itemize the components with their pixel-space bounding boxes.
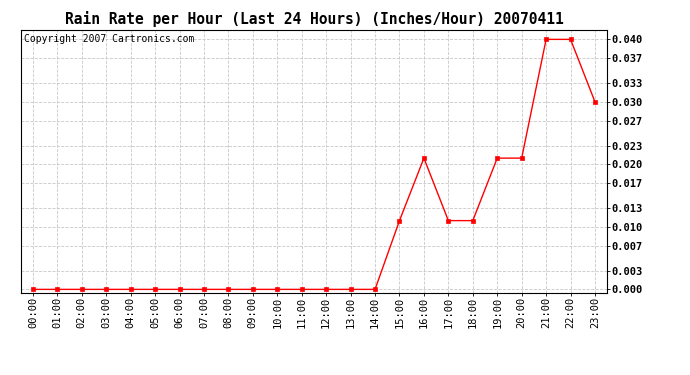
- Text: Copyright 2007 Cartronics.com: Copyright 2007 Cartronics.com: [23, 34, 194, 44]
- Title: Rain Rate per Hour (Last 24 Hours) (Inches/Hour) 20070411: Rain Rate per Hour (Last 24 Hours) (Inch…: [65, 12, 563, 27]
